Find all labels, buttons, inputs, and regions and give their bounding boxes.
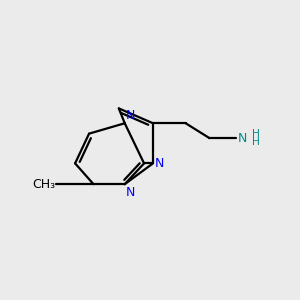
Text: N: N xyxy=(238,132,247,145)
Text: H: H xyxy=(252,137,260,147)
Text: H: H xyxy=(252,129,260,139)
Text: N: N xyxy=(126,109,136,122)
Text: CH₃: CH₃ xyxy=(32,178,55,191)
Text: N: N xyxy=(154,157,164,170)
Text: N: N xyxy=(126,186,136,199)
